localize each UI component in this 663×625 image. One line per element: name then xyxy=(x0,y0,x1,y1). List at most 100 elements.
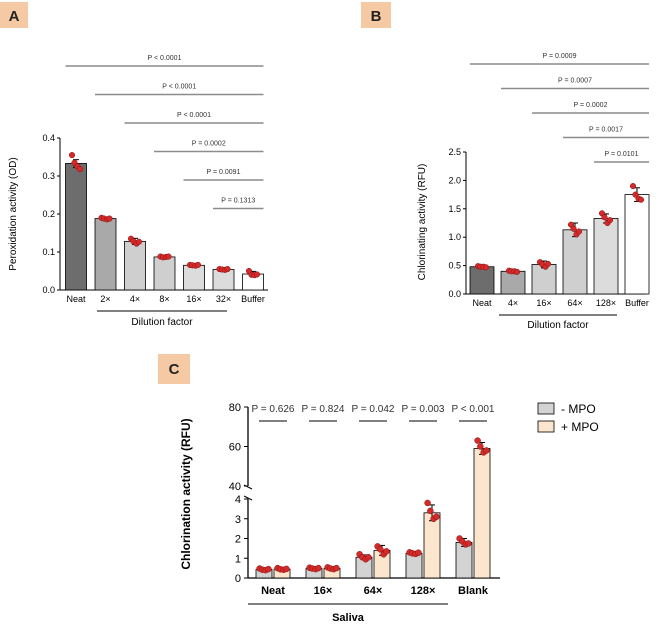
panel-b-data-point xyxy=(601,214,608,221)
panel-a-pvalue: P < 0.0001 xyxy=(177,112,211,119)
panel-c-data-point xyxy=(283,565,290,573)
panel-a-points xyxy=(68,152,261,279)
panel-c-data-point xyxy=(465,540,472,547)
panel-c-data-point xyxy=(365,554,372,561)
panel-c-data-point xyxy=(477,443,484,450)
panel-a-ytick-label: 0.4 xyxy=(42,133,55,143)
panel-c-legend-label: - MPO xyxy=(561,402,596,416)
panel-c-legend: - MPO + MPO xyxy=(537,402,599,434)
panel-b-data-point xyxy=(637,196,645,203)
panel-a-pvalue: P = 0.0091 xyxy=(207,169,241,176)
panel-c-pvalue: P = 0.003 xyxy=(402,404,445,415)
panel-c-data-point xyxy=(474,437,481,444)
panel-b-data-point xyxy=(575,228,583,235)
panel-a-pvalue: P = 0.0002 xyxy=(192,141,226,148)
panel-a-bar xyxy=(153,256,176,291)
panel-b-data-point xyxy=(544,260,552,267)
panel-c-legend-swatch xyxy=(537,420,555,433)
panel-a-data-point xyxy=(68,152,76,159)
panel-b-category-label: 64× xyxy=(567,298,582,308)
panel-a-data-point xyxy=(106,215,113,222)
panel-a-ytick-label: 0.2 xyxy=(42,209,55,219)
panel-c-pvalues: P = 0.626 P = 0.824 P = 0.042 P = 0.003 P < … xyxy=(252,404,495,422)
panel-b-data-point xyxy=(629,183,637,190)
panel-a-bar xyxy=(183,264,205,291)
panel-b-ytick-label: 1.5 xyxy=(448,204,461,214)
panel-b-pvalue: P = 0.0017 xyxy=(589,127,623,134)
panel-c-category-label: Neat xyxy=(261,585,285,597)
panel-c-pvalue: P = 0.824 xyxy=(302,404,345,415)
panel-b-category-label: Neat xyxy=(472,298,492,308)
panel-b-data-point xyxy=(513,268,521,275)
panel-b-bar xyxy=(593,218,619,295)
panel-c-data-point xyxy=(377,546,384,553)
panel-c-ytick-label: 80 xyxy=(229,402,241,414)
panel-b-bar xyxy=(469,266,495,295)
panel-c-axes: 0 1 2 3 440 60 80 Neat 16× 64× 128× Blank xyxy=(229,402,500,597)
panel-c-ytick-label: 0 xyxy=(235,573,241,585)
panel-c-data-point xyxy=(433,513,440,521)
panel-c-bar-minus-mpo xyxy=(455,542,473,579)
panel-b-bars xyxy=(469,187,650,295)
panel-a-bar xyxy=(65,163,87,291)
panel-b-pvalue: P = 0.0007 xyxy=(558,78,592,85)
panel-b-ytick-label: 1.0 xyxy=(448,232,461,242)
panel-a-pvalue: P < 0.0001 xyxy=(162,84,196,91)
panel-c-data-point xyxy=(415,549,422,556)
panel-c-ytick-label: 60 xyxy=(229,442,241,454)
panel-b-data-point xyxy=(606,217,614,224)
panel-a-ytick-label: 0.1 xyxy=(42,247,55,257)
panel-b-points xyxy=(474,183,645,275)
panel-a-ytick-label: 0.3 xyxy=(42,171,55,181)
panel-b-bar xyxy=(500,270,526,295)
panel-a-data-point xyxy=(194,261,202,268)
panel-c-data-point xyxy=(333,564,340,572)
panel-c-category-label: 128× xyxy=(411,585,436,597)
panel-b-data-point xyxy=(570,225,577,232)
panel-c-ytick-label: 3 xyxy=(235,514,241,526)
panel-a-bar xyxy=(94,218,117,291)
panel-b-category-label: 128× xyxy=(596,298,616,308)
panel-b-xlabel: Dilution factor xyxy=(527,320,589,331)
panel-a-badge: A xyxy=(9,8,20,25)
panel-a-data-point xyxy=(224,266,231,273)
panel-a-data-point xyxy=(165,253,172,260)
panel-a-category-label: 4× xyxy=(130,294,140,304)
panel-c-badge: C xyxy=(169,361,180,378)
panel-c-pvalue: P < 0.001 xyxy=(452,404,495,415)
panel-b-pvalue: P = 0.0009 xyxy=(543,53,577,60)
panel-a-data-point xyxy=(253,271,261,278)
panel-c-category-label: 64× xyxy=(364,585,383,597)
panel-a-bar xyxy=(212,269,235,291)
panel-b-category-label: 16× xyxy=(536,298,551,308)
panel-c-bars xyxy=(255,442,491,579)
panel-c-data-point xyxy=(265,565,272,573)
panel-a-badge-bg xyxy=(0,2,28,28)
panel-a-pvalue: P = 0.1313 xyxy=(221,198,255,205)
panel-b-pvalue: P = 0.0101 xyxy=(605,151,639,158)
panel-b-comparisons: P = 0.0009 P = 0.0007 P = 0.0002 P = 0.0017… xyxy=(470,53,649,163)
panel-b-bar xyxy=(624,194,650,295)
panel-c-bar-minus-mpo xyxy=(405,552,423,579)
panel-c-legend-label: + MPO xyxy=(561,420,599,434)
panel-b-category-label: Buffer xyxy=(625,298,649,308)
panel-c-ytick-label: 4 xyxy=(235,494,241,506)
panel-a-xlabel: Dilution factor xyxy=(131,317,193,328)
panel-c-data-point xyxy=(383,548,390,555)
panel-a-category-label: 16× xyxy=(186,294,201,304)
panel-b-ytick-label: 2.5 xyxy=(448,147,461,157)
panel-c-category-label: 16× xyxy=(314,585,333,597)
panel-b-category-label: 4× xyxy=(508,298,518,308)
panel-b-bar xyxy=(562,229,588,295)
panel-a-category-label: Buffer xyxy=(241,294,265,304)
panel-c: C P = 0.626 P = 0.824 P = 0.042 P = 0.003 P … xyxy=(158,354,599,624)
panel-a-category-label: 2× xyxy=(100,294,110,304)
panel-a-ylabel: Peroxidation activity (OD) xyxy=(8,157,19,270)
panel-a-bar xyxy=(124,240,146,291)
panel-a-comparisons: P < 0.0001 P < 0.0001 P < 0.0001 P = 0.0002… xyxy=(65,55,264,210)
panel-b-badge-bg xyxy=(361,2,391,28)
panel-b-ytick-label: 0.0 xyxy=(448,289,461,299)
panel-c-badge-bg xyxy=(158,354,190,384)
